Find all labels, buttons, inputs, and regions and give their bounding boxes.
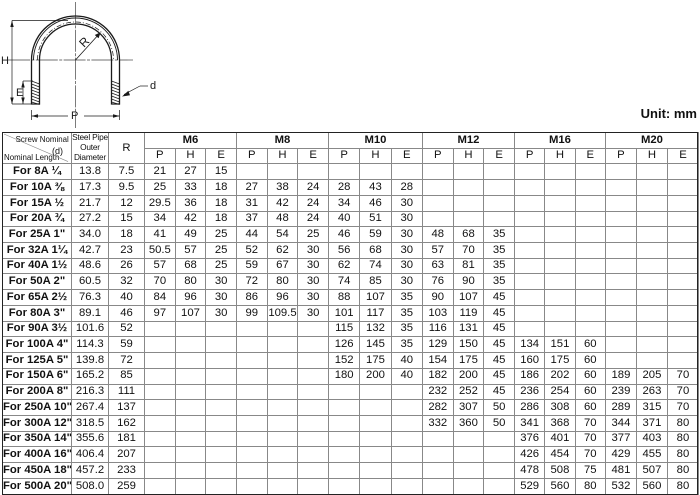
svg-text:d: d xyxy=(150,80,156,92)
svg-text:H: H xyxy=(1,55,9,67)
svg-text:E: E xyxy=(16,87,23,99)
svg-text:R: R xyxy=(76,34,92,50)
